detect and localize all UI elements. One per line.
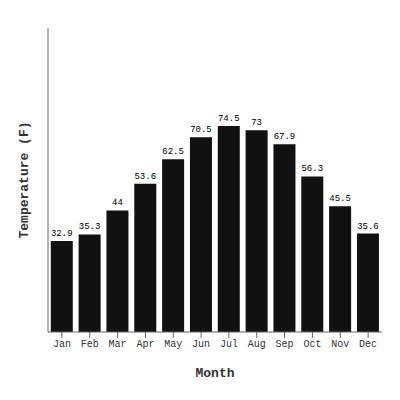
svg-text:67.9: 67.9 bbox=[274, 132, 296, 142]
svg-text:Jul: Jul bbox=[220, 339, 238, 350]
svg-text:32.9: 32.9 bbox=[51, 229, 73, 239]
svg-text:Oct: Oct bbox=[303, 339, 321, 350]
svg-text:May: May bbox=[164, 339, 182, 350]
svg-text:Aug: Aug bbox=[248, 339, 266, 350]
svg-text:Sep: Sep bbox=[276, 339, 294, 350]
svg-text:Temperature (F): Temperature (F) bbox=[17, 121, 32, 238]
svg-text:74.5: 74.5 bbox=[218, 114, 240, 124]
svg-text:Jan: Jan bbox=[53, 339, 71, 350]
svg-text:Apr: Apr bbox=[136, 339, 154, 350]
svg-text:62.5: 62.5 bbox=[162, 147, 184, 157]
svg-text:45.5: 45.5 bbox=[329, 194, 351, 204]
svg-text:70.5: 70.5 bbox=[190, 125, 212, 135]
svg-text:56.3: 56.3 bbox=[301, 164, 323, 174]
svg-text:Month: Month bbox=[195, 366, 234, 381]
svg-text:35.6: 35.6 bbox=[357, 222, 379, 232]
svg-text:73: 73 bbox=[251, 118, 262, 128]
svg-text:35.3: 35.3 bbox=[79, 222, 101, 232]
svg-text:Dec: Dec bbox=[359, 339, 377, 350]
svg-text:53.6: 53.6 bbox=[134, 172, 156, 182]
svg-text:Jun: Jun bbox=[192, 339, 210, 350]
svg-text:Mar: Mar bbox=[109, 339, 127, 350]
svg-text:Feb: Feb bbox=[81, 339, 99, 350]
svg-text:44: 44 bbox=[112, 198, 123, 208]
svg-text:Nov: Nov bbox=[331, 339, 349, 350]
